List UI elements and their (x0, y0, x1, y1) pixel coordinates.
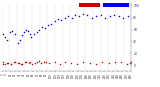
Point (71, 17, 73, 18)
Point (31, 63, 33, 64)
Point (38, 60, 41, 62)
Point (14, 62, 16, 63)
Point (88, 62, 91, 64)
Point (27, 62, 30, 64)
Point (4, 36, 6, 37)
Point (35, 62, 38, 63)
Point (101, 62, 104, 63)
Point (16, 62, 19, 64)
Point (2, 64, 5, 65)
Point (95, 16, 97, 17)
Point (43, 62, 46, 63)
Point (28, 34, 31, 35)
Point (41, 26, 43, 28)
Point (90, 17, 93, 18)
Point (50, 23, 52, 24)
Point (9, 63, 12, 64)
Point (40, 62, 43, 64)
Point (38, 29, 41, 30)
Point (114, 61, 116, 62)
Point (11, 30, 14, 31)
Point (104, 17, 106, 18)
Point (24, 62, 26, 63)
Point (108, 16, 111, 17)
Point (53, 20, 56, 22)
Point (10, 64, 13, 65)
Point (99, 14, 102, 16)
Point (16, 42, 19, 43)
Point (60, 19, 62, 21)
Point (74, 14, 77, 16)
Point (35, 31, 38, 33)
Point (29, 62, 32, 63)
Point (53, 61, 56, 62)
Point (67, 16, 69, 17)
Point (76, 63, 78, 64)
Point (44, 61, 47, 62)
Point (6, 40, 8, 41)
Point (57, 18, 60, 19)
Point (44, 28, 46, 29)
Point (47, 24, 50, 25)
Point (1, 62, 4, 63)
Point (25, 61, 28, 62)
Point (34, 62, 36, 64)
Point (78, 16, 80, 17)
Point (48, 62, 51, 64)
Point (25, 29, 27, 30)
Point (23, 32, 25, 33)
Point (14, 34, 16, 35)
Point (81, 13, 84, 15)
Point (33, 34, 35, 35)
Point (4, 63, 6, 64)
Point (59, 63, 61, 64)
Point (8, 32, 11, 33)
Point (86, 14, 88, 16)
Point (122, 17, 124, 18)
Point (1, 34, 4, 35)
Point (18, 40, 21, 41)
Point (130, 62, 132, 63)
Point (107, 62, 110, 64)
Point (95, 63, 97, 64)
Point (7, 62, 10, 64)
Point (117, 16, 120, 17)
Point (64, 62, 67, 63)
Point (82, 62, 85, 63)
Point (30, 36, 33, 37)
Point (21, 35, 23, 36)
Point (125, 63, 128, 64)
Point (13, 62, 16, 63)
Point (126, 16, 129, 17)
Point (6, 62, 8, 64)
Point (113, 14, 115, 16)
Point (17, 62, 20, 64)
Point (63, 17, 66, 18)
Point (20, 63, 23, 64)
Point (21, 63, 24, 64)
Point (129, 62, 131, 64)
Point (120, 62, 123, 63)
Point (26, 30, 29, 31)
Point (70, 62, 73, 64)
